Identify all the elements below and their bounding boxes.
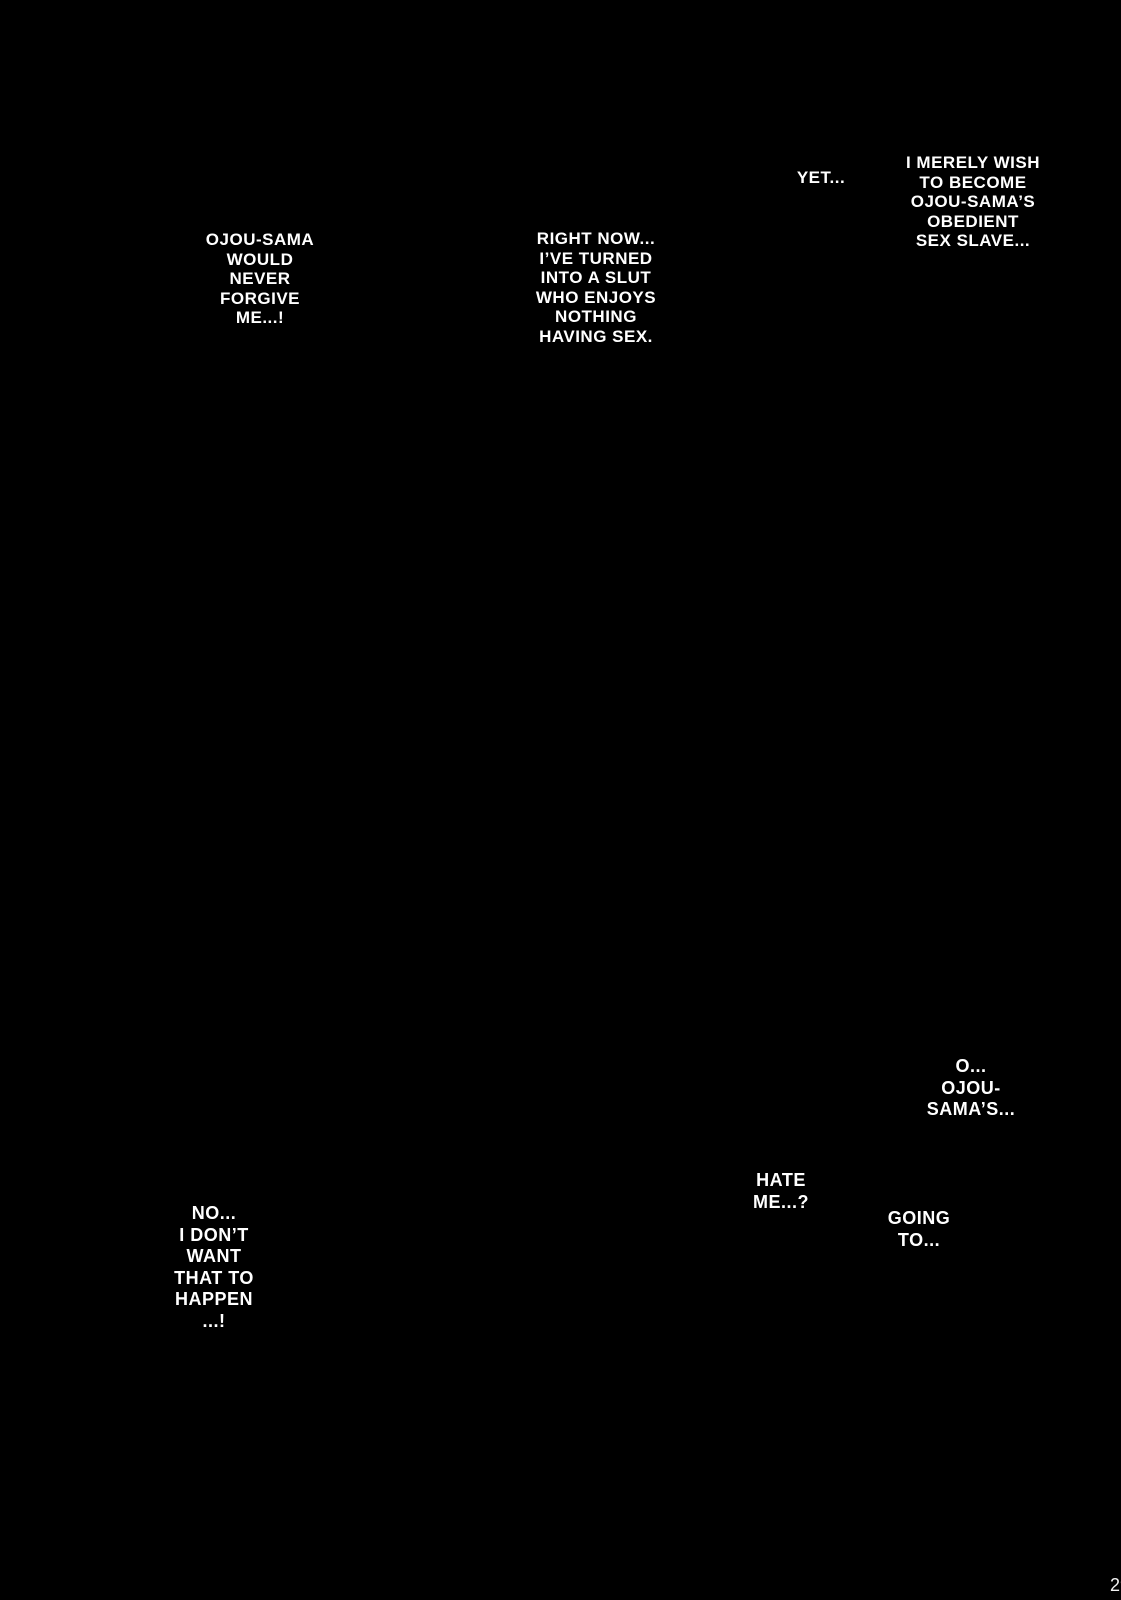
speech-line: GOING <box>887 1208 951 1228</box>
speech-text-no-dont-want: NO... I DON’T WANT THAT TO HAPPEN ...! <box>174 1203 254 1332</box>
speech-line: ...! <box>202 1310 226 1331</box>
speech-text-o-ojou-samas: O... OJOU- SAMA’S... <box>927 1056 1016 1121</box>
speech-line: TO BECOME <box>919 172 1027 192</box>
speech-line: NEVER <box>229 269 291 288</box>
speech-line: INTO A SLUT <box>540 268 652 287</box>
speech-line: WHO ENJOYS <box>535 287 657 307</box>
speech-line: I’VE TURNED <box>539 248 653 268</box>
speech-line: SEX SLAVE... <box>915 231 1031 250</box>
speech-text-going-to: GOING TO... <box>888 1208 951 1251</box>
speech-line: OBEDIENT <box>927 211 1019 231</box>
speech-line: HAVING SEX. <box>539 326 653 346</box>
speech-text-merely-wish: I MERELY WISH TO BECOME OJOU-SAMA’S OBED… <box>906 153 1040 251</box>
speech-text-yet: YET... <box>797 168 845 188</box>
speech-line: ME...! <box>235 308 285 327</box>
speech-line: HATE <box>756 1170 806 1190</box>
speech-line: OJOU- <box>941 1077 1001 1098</box>
speech-line: O... <box>955 1056 987 1076</box>
speech-text-hate-me: HATE ME...? <box>753 1170 809 1213</box>
speech-line: I DON’T <box>179 1224 249 1245</box>
speech-line: OJOU-SAMA’S <box>910 192 1036 211</box>
speech-line: RIGHT NOW... <box>536 229 656 248</box>
speech-line: NOTHING <box>555 307 637 326</box>
speech-line: OJOU-SAMA <box>205 230 315 249</box>
speech-line: ME...? <box>753 1191 809 1212</box>
speech-line: YET... <box>796 168 846 187</box>
speech-line: HAPPEN <box>174 1289 254 1309</box>
speech-line: THAT TO <box>174 1267 254 1288</box>
page-number: 29 <box>1110 1575 1121 1595</box>
speech-line: TO... <box>897 1229 941 1250</box>
speech-text-right-now: RIGHT NOW... I’VE TURNED INTO A SLUT WHO… <box>536 229 656 346</box>
speech-line: WOULD <box>226 249 294 269</box>
speech-line: FORGIVE <box>219 288 300 308</box>
speech-text-ojou-never-forgive: OJOU-SAMA WOULD NEVER FORGIVE ME...! <box>206 230 314 328</box>
speech-line: I MERELY WISH <box>905 153 1041 172</box>
speech-line: NO... <box>191 1203 237 1223</box>
speech-line: SAMA’S... <box>926 1099 1016 1119</box>
speech-line: WANT <box>186 1246 242 1266</box>
